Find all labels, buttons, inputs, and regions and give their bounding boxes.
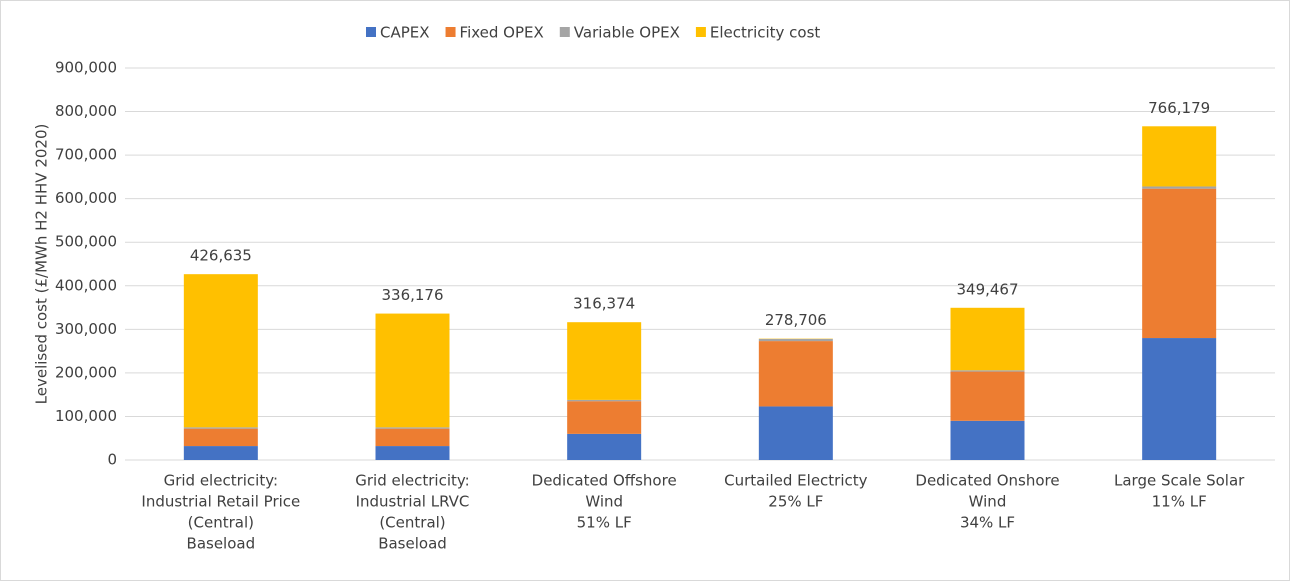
- bar-segment: [1142, 126, 1216, 186]
- y-tick-label: 500,000: [55, 233, 117, 251]
- y-tick-label: 400,000: [55, 276, 117, 294]
- bar-segment: [951, 370, 1025, 371]
- bar-segment: [1142, 186, 1216, 188]
- x-tick-label: Grid electricity:: [164, 472, 278, 490]
- legend-swatch: [560, 27, 570, 37]
- y-tick-label: 700,000: [55, 146, 117, 164]
- total-label: 766,179: [1148, 99, 1210, 117]
- x-tick-label: Wind: [969, 493, 1007, 511]
- x-tick-label: (Central): [379, 514, 445, 532]
- x-tick-label: Wind: [585, 493, 623, 511]
- x-tick-label: 25% LF: [768, 493, 823, 511]
- x-tick-label: 51% LF: [577, 514, 632, 532]
- y-tick-label: 100,000: [55, 407, 117, 425]
- bar-segment: [759, 339, 833, 341]
- legend-swatch: [696, 27, 706, 37]
- x-tick-label: Baseload: [187, 535, 256, 553]
- x-tick-label: Dedicated Onshore: [915, 472, 1059, 490]
- legend-label: CAPEX: [380, 24, 430, 42]
- x-tick-label: 34% LF: [960, 514, 1015, 532]
- bar-segment: [184, 427, 258, 428]
- y-tick-label: 800,000: [55, 102, 117, 120]
- bar-segment: [184, 429, 258, 446]
- x-tick-label: Grid electricity:: [355, 472, 469, 490]
- legend-label: Electricity cost: [710, 24, 821, 42]
- y-tick-label: 600,000: [55, 189, 117, 207]
- total-label: 349,467: [956, 280, 1018, 298]
- y-tick-label: 0: [107, 451, 117, 469]
- bar-segment: [951, 421, 1025, 460]
- bar-segment: [376, 427, 450, 428]
- legend-swatch: [366, 27, 376, 37]
- x-tick-label: Industrial Retail Price: [141, 493, 300, 511]
- legend-label: Fixed OPEX: [460, 24, 544, 42]
- bar-segment: [184, 274, 258, 427]
- total-label: 336,176: [381, 286, 443, 304]
- y-tick-label: 300,000: [55, 320, 117, 338]
- legend-label: Variable OPEX: [574, 24, 680, 42]
- bar-segment: [376, 429, 450, 446]
- y-tick-label: 900,000: [55, 59, 117, 77]
- x-tick-label: Dedicated Offshore: [532, 472, 677, 490]
- bar-segment: [1142, 189, 1216, 338]
- x-tick-label: (Central): [188, 514, 254, 532]
- bar-segment: [567, 434, 641, 460]
- bar-segment: [567, 322, 641, 400]
- bar-segment: [951, 372, 1025, 421]
- y-tick-label: 200,000: [55, 363, 117, 381]
- bar-segment: [376, 446, 450, 460]
- x-tick-label: Large Scale Solar: [1114, 472, 1245, 490]
- bar-segment: [951, 308, 1025, 370]
- bar-segment: [567, 400, 641, 401]
- bar-segment: [759, 406, 833, 460]
- bar-segment: [1142, 338, 1216, 460]
- y-axis-label: Levelised cost (£/MWh H2 HHV 2020): [33, 124, 51, 405]
- legend-swatch: [446, 27, 456, 37]
- bar-segment: [184, 446, 258, 460]
- bar-segment: [567, 401, 641, 434]
- x-tick-label: 11% LF: [1152, 493, 1207, 511]
- bar-segment: [759, 341, 833, 406]
- x-tick-label: Industrial LRVC: [356, 493, 470, 511]
- total-label: 278,706: [765, 311, 827, 329]
- x-tick-label: Curtailed Electricty: [724, 472, 868, 490]
- total-label: 316,374: [573, 295, 635, 313]
- x-tick-label: Baseload: [378, 535, 447, 553]
- total-label: 426,635: [190, 247, 252, 265]
- bar-segment: [376, 314, 450, 428]
